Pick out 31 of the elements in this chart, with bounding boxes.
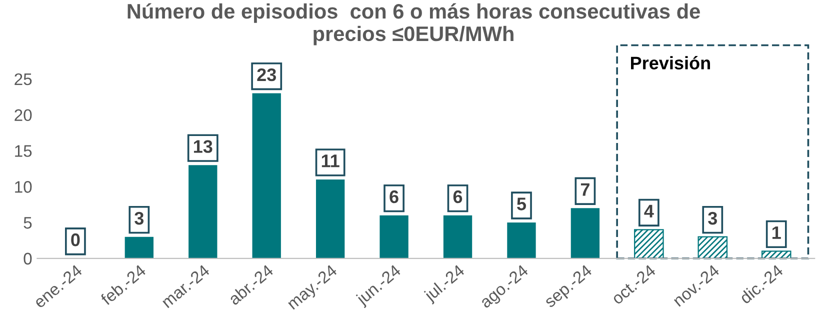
bar bbox=[507, 222, 536, 258]
bar bbox=[316, 179, 345, 258]
bar bbox=[124, 236, 154, 258]
data-label: 5 bbox=[517, 198, 526, 210]
data-label: 13 bbox=[194, 140, 212, 153]
y-tick-label: 15 bbox=[15, 145, 32, 157]
data-label: 7 bbox=[580, 183, 590, 196]
y-tick-label: 5 bbox=[24, 217, 32, 229]
data-label: 0 bbox=[71, 233, 80, 246]
y-tick-label: 25 bbox=[14, 73, 32, 86]
data-label: 6 bbox=[453, 190, 462, 204]
bar bbox=[570, 208, 600, 258]
data-label: 6 bbox=[390, 190, 398, 204]
data-label: 1 bbox=[772, 226, 781, 239]
y-tick-label: 10 bbox=[15, 181, 32, 193]
data-label: 3 bbox=[134, 212, 144, 225]
bar bbox=[761, 250, 792, 258]
bar bbox=[443, 215, 472, 258]
data-label: 11 bbox=[322, 154, 340, 168]
data-label: 23 bbox=[257, 68, 276, 82]
bar bbox=[380, 215, 408, 258]
data-label: 4 bbox=[644, 204, 654, 218]
y-tick-label: 0 bbox=[24, 252, 32, 265]
y-tick-label: 20 bbox=[14, 109, 32, 122]
bar bbox=[634, 229, 664, 258]
bar bbox=[188, 165, 218, 258]
annotation: Previsión bbox=[631, 56, 710, 70]
data-label: 3 bbox=[708, 212, 718, 225]
chart-title: Número de episodios con 6 o más horas consecutivas de precios ≤0EUR/MWh bbox=[128, 3, 700, 46]
bar bbox=[698, 236, 728, 258]
bar bbox=[252, 93, 281, 258]
